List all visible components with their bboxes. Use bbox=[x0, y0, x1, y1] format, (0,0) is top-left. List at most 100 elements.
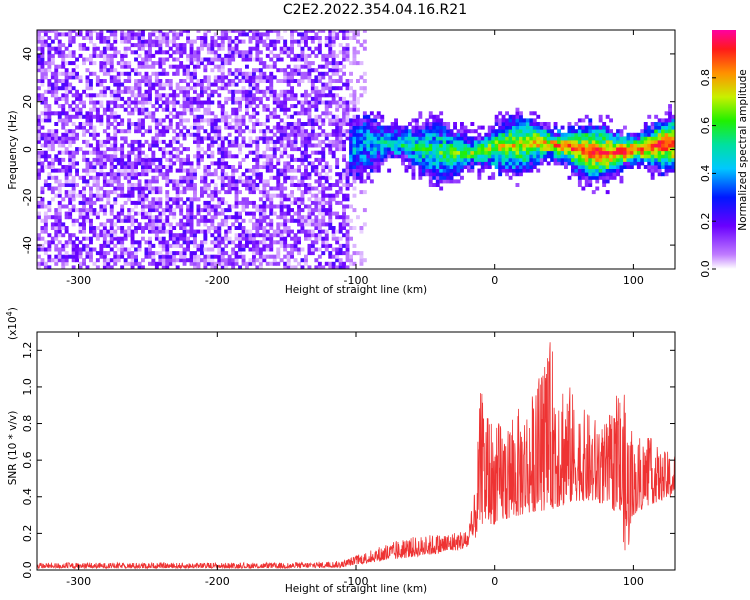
heatmap-cell bbox=[265, 165, 270, 169]
heatmap-cell bbox=[591, 136, 596, 141]
heatmap-cell bbox=[102, 258, 107, 263]
heatmap-cell bbox=[529, 129, 534, 134]
heatmap-cell bbox=[95, 93, 100, 98]
heatmap-cell bbox=[335, 258, 340, 263]
heatmap-cell bbox=[543, 129, 548, 134]
heatmap-cell bbox=[640, 154, 645, 159]
heatmap-cell bbox=[258, 32, 263, 37]
heatmap-cell bbox=[217, 132, 222, 137]
heatmap-cell bbox=[546, 139, 551, 144]
heatmap-cell bbox=[449, 179, 454, 184]
heatmap-cell bbox=[227, 30, 232, 33]
heatmap-cell bbox=[57, 104, 62, 109]
heatmap-cell bbox=[127, 118, 132, 123]
heatmap-cell bbox=[262, 75, 267, 80]
heatmap-cell bbox=[92, 61, 97, 66]
heatmap-cell bbox=[123, 200, 128, 205]
heatmap-cell bbox=[134, 165, 138, 169]
heatmap-cell bbox=[435, 125, 440, 130]
heatmap-cell bbox=[248, 71, 253, 76]
heatmap-cell bbox=[605, 168, 610, 173]
heatmap-cell bbox=[186, 107, 190, 112]
heatmap-cell bbox=[127, 226, 132, 230]
heatmap-cell bbox=[182, 43, 187, 48]
heatmap-cell bbox=[165, 107, 170, 112]
heatmap-cell bbox=[262, 254, 267, 259]
heatmap-cell bbox=[182, 132, 187, 137]
heatmap-cell bbox=[220, 118, 225, 123]
heatmap-cell bbox=[217, 200, 222, 205]
heatmap-cell bbox=[629, 150, 634, 155]
heatmap-cell bbox=[307, 104, 312, 109]
heatmap-cell bbox=[401, 150, 405, 155]
heatmap-cell bbox=[47, 243, 52, 248]
heatmap-cell bbox=[47, 79, 52, 83]
heatmap-cell bbox=[137, 147, 142, 152]
heatmap-cell bbox=[85, 129, 90, 134]
heatmap-cell bbox=[130, 30, 135, 33]
heatmap-cell bbox=[328, 200, 333, 205]
heatmap-cell bbox=[317, 211, 322, 216]
heatmap-cell bbox=[196, 261, 201, 266]
heatmap-cell bbox=[352, 172, 357, 177]
heatmap-cell bbox=[78, 211, 83, 216]
heatmap-cell bbox=[460, 125, 464, 130]
heatmap-cell bbox=[272, 30, 277, 33]
heatmap-cell bbox=[408, 157, 412, 162]
heatmap-cell bbox=[362, 39, 367, 44]
heatmap-cell bbox=[449, 165, 454, 169]
heatmap-cell bbox=[255, 154, 260, 159]
heatmap-cell bbox=[182, 261, 187, 266]
heatmap-cell bbox=[120, 168, 125, 173]
heatmap-cell bbox=[487, 157, 492, 162]
heatmap-cell bbox=[158, 57, 163, 62]
heatmap-cell bbox=[213, 136, 218, 141]
heatmap-cell bbox=[37, 57, 41, 62]
heatmap-cell bbox=[505, 139, 509, 144]
heatmap-cell bbox=[557, 150, 561, 155]
heatmap-cell bbox=[276, 79, 281, 83]
heatmap-cell bbox=[595, 157, 600, 162]
heatmap-cell bbox=[317, 64, 322, 69]
heatmap-cell bbox=[137, 179, 142, 184]
heatmap-cell bbox=[106, 71, 111, 76]
heatmap-cell bbox=[300, 64, 305, 69]
heatmap-cell bbox=[269, 200, 274, 205]
heatmap-cell bbox=[68, 211, 73, 216]
heatmap-cell bbox=[40, 71, 45, 76]
heatmap-cell bbox=[92, 261, 97, 266]
heatmap-cell bbox=[352, 261, 357, 266]
heatmap-cell bbox=[137, 118, 142, 123]
heatmap-cell bbox=[61, 122, 66, 126]
heatmap-cell bbox=[321, 190, 326, 195]
heatmap-cell bbox=[265, 222, 270, 227]
heatmap-cell bbox=[241, 118, 246, 123]
heatmap-cell bbox=[394, 118, 398, 123]
heatmap-cell bbox=[127, 247, 132, 252]
heatmap-cell bbox=[262, 89, 267, 94]
heatmap-cell bbox=[612, 150, 617, 155]
heatmap-cell bbox=[321, 157, 326, 162]
heatmap-cell bbox=[411, 132, 416, 137]
heatmap-cell bbox=[255, 89, 260, 94]
heatmap-cell bbox=[369, 139, 374, 144]
heatmap-cell bbox=[238, 30, 242, 33]
heatmap-cell bbox=[262, 229, 267, 234]
heatmap-cell bbox=[189, 229, 194, 234]
heatmap-cell bbox=[148, 100, 152, 105]
heatmap-cell bbox=[64, 172, 69, 177]
heatmap-cell bbox=[196, 53, 201, 58]
heatmap-cell bbox=[213, 75, 218, 80]
heatmap-cell bbox=[102, 243, 107, 248]
heatmap-cell bbox=[369, 168, 374, 173]
heatmap-cell bbox=[220, 154, 225, 159]
heatmap-cell bbox=[40, 53, 45, 58]
heatmap-cell bbox=[297, 64, 301, 69]
heatmap-cell bbox=[498, 111, 503, 116]
heatmap-cell bbox=[75, 89, 79, 94]
heatmap-cell bbox=[508, 147, 513, 152]
heatmap-cell bbox=[484, 161, 489, 166]
heatmap-cell bbox=[40, 161, 45, 166]
heatmap-cell bbox=[137, 82, 142, 87]
heatmap-cell bbox=[390, 147, 395, 152]
